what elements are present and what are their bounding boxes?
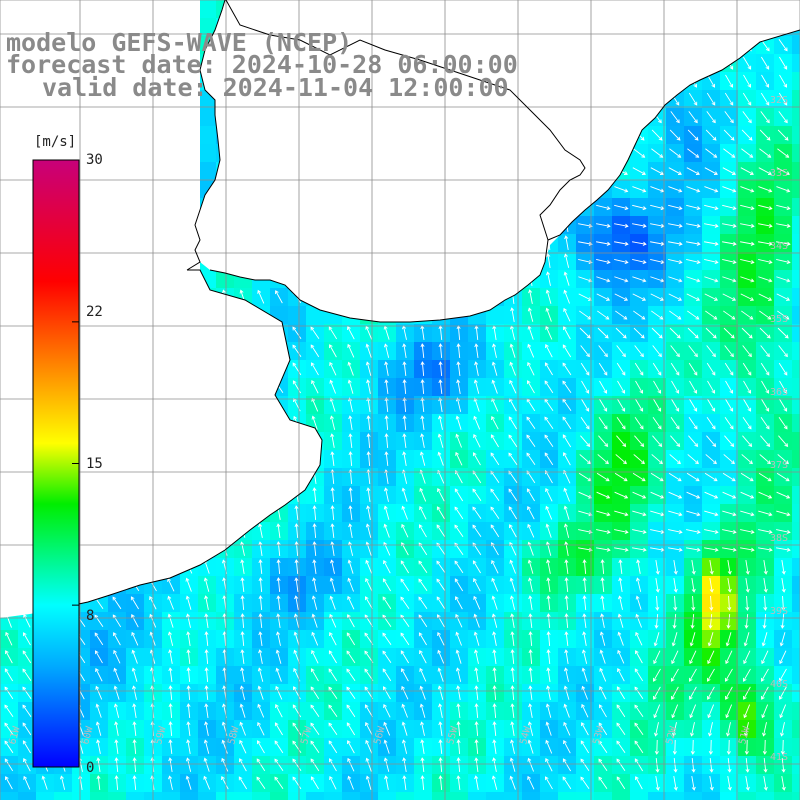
colorbar-tick-8: 8 <box>86 608 95 624</box>
lon-label-59W: 59W <box>153 725 169 746</box>
longitude-labels: 61W 60W 59W 58W 57W 56W 55W 54W 53W 52W 51W <box>7 725 753 746</box>
colorbar-tick-15: 15 <box>86 456 103 472</box>
lon-label-53W: 53W <box>591 725 607 746</box>
lon-label-57W: 57W <box>299 725 315 746</box>
colorbar-gradient <box>32 159 80 768</box>
title-forecast-date: forecast date: 2024-10-28 06:00:00 <box>6 50 518 79</box>
lat-label-36S: 36S <box>770 387 788 398</box>
lat-label-41S: 41S <box>770 752 788 763</box>
latitude-labels: 32S 33S 34S 35S 36S 37S 38S 39S 40S 41S <box>770 95 788 763</box>
lon-label-56W: 56W <box>372 725 388 746</box>
lon-label-60W: 60W <box>80 725 96 746</box>
colorbar-tick-0: 0 <box>86 760 95 776</box>
lat-label-32S: 32S <box>770 95 788 106</box>
title-valid-date: valid date: 2024-11-04 12:00:00 <box>42 73 509 102</box>
lat-label-33S: 33S <box>770 168 788 179</box>
lat-label-34S: 34S <box>770 241 788 252</box>
wind-vectors <box>4 4 791 791</box>
lat-label-35S: 35S <box>770 314 788 325</box>
title-model: modelo GEFS-WAVE (NCEP) <box>6 28 353 57</box>
colorbar-tick-30: 30 <box>86 152 103 168</box>
lon-label-61W: 61W <box>7 725 23 746</box>
land-area <box>0 0 800 618</box>
lon-label-58W: 58W <box>226 725 242 746</box>
lat-label-40S: 40S <box>770 679 788 690</box>
coastline <box>59 0 800 609</box>
colorbar <box>32 159 80 768</box>
lat-label-38S: 38S <box>770 533 788 544</box>
lon-label-52W: 52W <box>664 725 680 746</box>
lat-label-39S: 39S <box>770 606 788 617</box>
colorbar-unit: [m/s] <box>34 134 77 150</box>
lat-label-37S: 37S <box>770 460 788 471</box>
colorbar-tick-22: 22 <box>86 304 103 320</box>
lon-label-54W: 54W <box>518 725 534 746</box>
lon-label-51W: 51W <box>737 725 753 746</box>
lon-label-55W: 55W <box>445 725 461 746</box>
